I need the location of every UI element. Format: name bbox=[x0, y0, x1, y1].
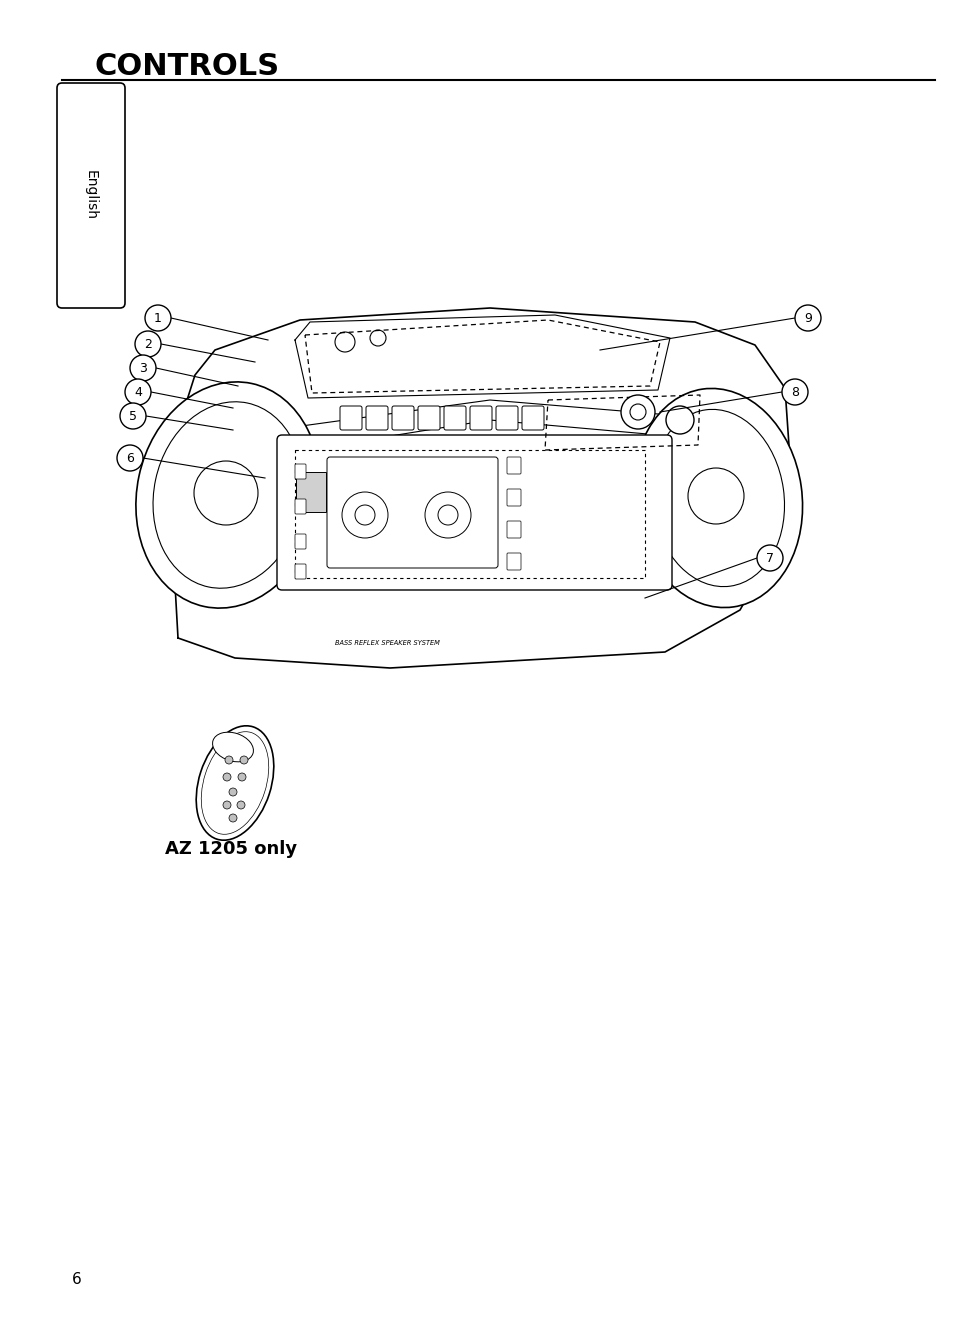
Text: English: English bbox=[84, 170, 98, 220]
Text: CONTROLS: CONTROLS bbox=[95, 51, 280, 80]
Circle shape bbox=[229, 815, 236, 822]
Circle shape bbox=[236, 801, 245, 809]
Circle shape bbox=[229, 788, 236, 796]
Text: 7: 7 bbox=[765, 551, 773, 564]
FancyBboxPatch shape bbox=[521, 406, 543, 430]
Ellipse shape bbox=[152, 402, 303, 588]
FancyBboxPatch shape bbox=[294, 500, 306, 514]
Ellipse shape bbox=[633, 389, 801, 608]
Circle shape bbox=[370, 330, 386, 347]
Circle shape bbox=[135, 331, 161, 357]
FancyBboxPatch shape bbox=[57, 83, 125, 308]
FancyBboxPatch shape bbox=[506, 489, 520, 506]
Ellipse shape bbox=[196, 726, 274, 840]
Circle shape bbox=[355, 505, 375, 525]
Circle shape bbox=[240, 757, 248, 764]
Circle shape bbox=[223, 772, 231, 782]
FancyBboxPatch shape bbox=[496, 406, 517, 430]
Circle shape bbox=[424, 492, 471, 538]
Ellipse shape bbox=[213, 733, 253, 762]
Circle shape bbox=[757, 546, 782, 571]
Text: 4: 4 bbox=[134, 385, 142, 398]
Ellipse shape bbox=[201, 731, 269, 834]
FancyBboxPatch shape bbox=[506, 554, 520, 569]
Polygon shape bbox=[168, 308, 789, 668]
FancyBboxPatch shape bbox=[294, 564, 306, 579]
Text: 1: 1 bbox=[153, 311, 162, 324]
Text: AZ 1205 only: AZ 1205 only bbox=[165, 840, 296, 858]
Ellipse shape bbox=[135, 382, 320, 608]
FancyBboxPatch shape bbox=[506, 521, 520, 538]
Circle shape bbox=[125, 380, 151, 405]
FancyBboxPatch shape bbox=[392, 406, 414, 430]
Circle shape bbox=[794, 304, 821, 331]
Text: BASS REFLEX SPEAKER SYSTEM: BASS REFLEX SPEAKER SYSTEM bbox=[335, 641, 439, 646]
FancyBboxPatch shape bbox=[506, 457, 520, 474]
Ellipse shape bbox=[651, 410, 783, 587]
FancyBboxPatch shape bbox=[443, 406, 465, 430]
Text: 5: 5 bbox=[129, 410, 137, 423]
FancyBboxPatch shape bbox=[276, 435, 671, 590]
Circle shape bbox=[437, 505, 457, 525]
Circle shape bbox=[117, 445, 143, 471]
Circle shape bbox=[620, 395, 655, 428]
Circle shape bbox=[629, 405, 645, 420]
FancyBboxPatch shape bbox=[417, 406, 439, 430]
Circle shape bbox=[120, 403, 146, 428]
FancyBboxPatch shape bbox=[295, 472, 326, 511]
FancyBboxPatch shape bbox=[366, 406, 388, 430]
Circle shape bbox=[145, 304, 171, 331]
Circle shape bbox=[225, 757, 233, 764]
Circle shape bbox=[193, 461, 257, 525]
FancyBboxPatch shape bbox=[294, 534, 306, 550]
Circle shape bbox=[687, 468, 743, 525]
Circle shape bbox=[781, 380, 807, 405]
Text: 6: 6 bbox=[126, 452, 133, 464]
Text: 6: 6 bbox=[71, 1272, 82, 1286]
Polygon shape bbox=[294, 315, 669, 398]
Text: 8: 8 bbox=[790, 385, 799, 398]
Circle shape bbox=[237, 772, 246, 782]
Text: 2: 2 bbox=[144, 337, 152, 351]
Circle shape bbox=[130, 355, 156, 381]
FancyBboxPatch shape bbox=[294, 464, 306, 478]
FancyBboxPatch shape bbox=[470, 406, 492, 430]
Circle shape bbox=[335, 332, 355, 352]
FancyBboxPatch shape bbox=[339, 406, 361, 430]
Text: 3: 3 bbox=[139, 361, 147, 374]
Circle shape bbox=[665, 406, 693, 434]
Circle shape bbox=[223, 801, 231, 809]
Text: 9: 9 bbox=[803, 311, 811, 324]
Circle shape bbox=[341, 492, 388, 538]
FancyBboxPatch shape bbox=[327, 457, 497, 568]
